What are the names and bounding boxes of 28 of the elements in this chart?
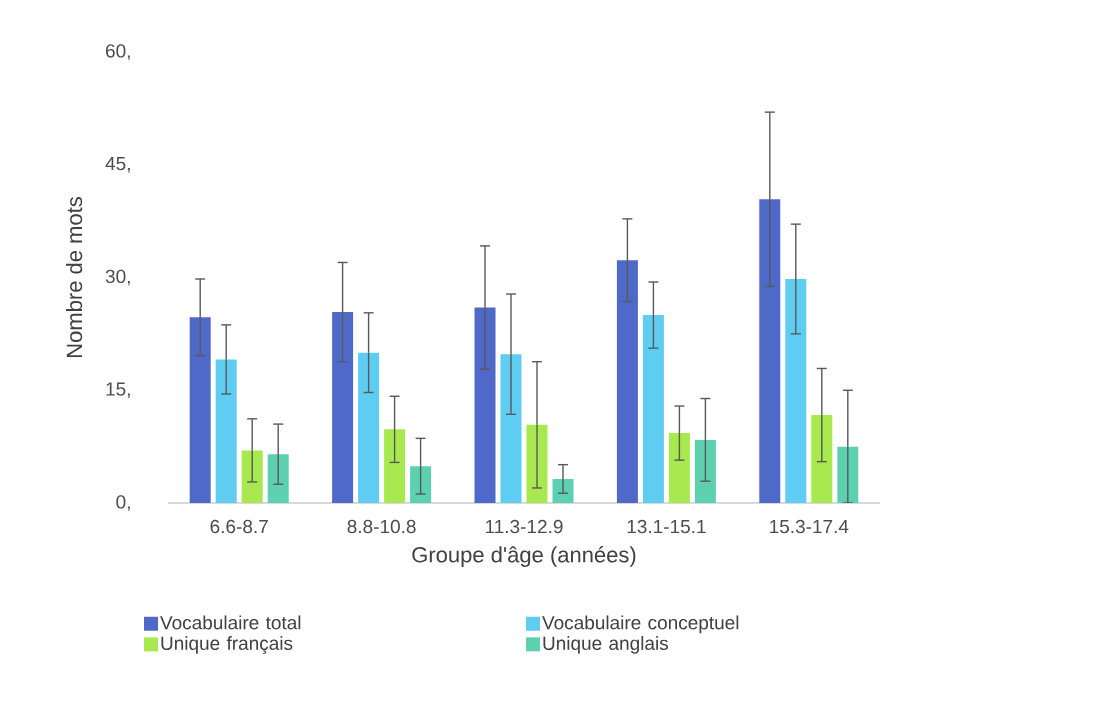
- bar: [642, 315, 664, 503]
- bar: [189, 317, 211, 503]
- x-tick-label: 6.6-8.7: [210, 519, 268, 534]
- y-tick-label: 30,: [105, 269, 130, 286]
- bar: [384, 429, 406, 503]
- bar: [759, 199, 781, 503]
- y-tick-label: 45,: [105, 157, 130, 173]
- y-tick-label: 0,: [116, 495, 130, 511]
- bar: [668, 433, 690, 503]
- y-tick-label: 15,: [106, 382, 130, 398]
- bar: [500, 354, 522, 503]
- legend-label: Unique anglais: [543, 636, 669, 654]
- bar: [785, 279, 807, 503]
- bar: [332, 312, 354, 503]
- legend-label: Vocabulaire total: [160, 615, 301, 630]
- x-tick-label: 11.3-12.9: [486, 519, 563, 534]
- bar: [358, 352, 380, 503]
- y-tick-label: 60,: [106, 44, 130, 60]
- legend-label: Unique français: [161, 636, 293, 654]
- legend-label: Vocabulaire conceptuel: [542, 615, 739, 634]
- bar: [474, 307, 496, 503]
- x-tick-label: 15.3-17.4: [770, 519, 849, 534]
- y-axis-title: Nombre de mots: [66, 197, 83, 357]
- x-tick-label: 8.8-10.8: [347, 519, 416, 534]
- bar: [215, 359, 237, 503]
- bar: [616, 260, 638, 503]
- x-tick-label: 13.1-15.1: [627, 519, 706, 534]
- x-axis-title: Groupe d'âge (années): [412, 546, 636, 567]
